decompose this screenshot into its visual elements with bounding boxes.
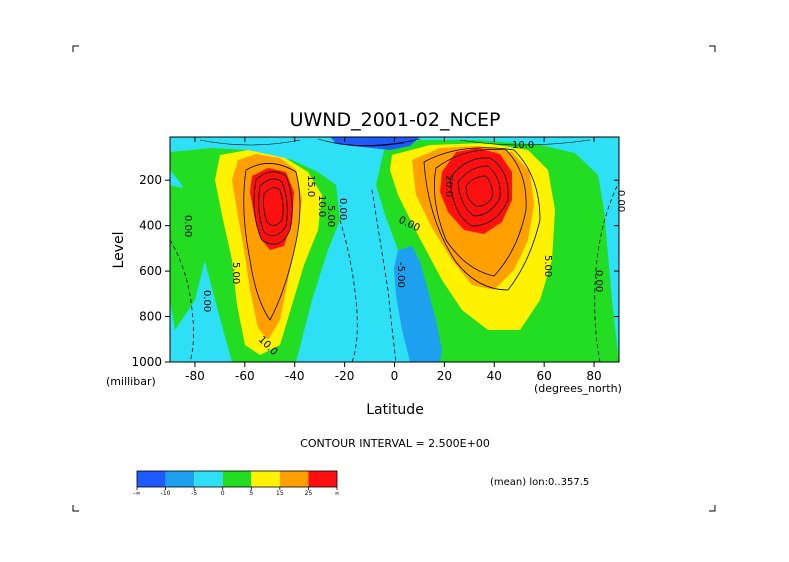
x-axis-label: Latitude <box>366 402 424 418</box>
contour-label-k: 5.00 <box>542 255 553 277</box>
colorbar-bin <box>308 471 337 487</box>
x-tick-label: 60 <box>537 369 552 383</box>
contour-label-h: -5.00 <box>395 262 406 288</box>
x-axis: -80 -60 -40 -20 0 20 40 60 80 <box>185 137 602 383</box>
contour-fill-neg5-10-equator <box>394 246 442 362</box>
contour-label-a: 0.00 <box>182 215 193 237</box>
colorbar-bin <box>194 471 223 487</box>
colorbar-tick-label: 25 <box>305 490 313 497</box>
colorbar-bin <box>251 471 280 487</box>
y-tick-label: 600 <box>139 264 162 278</box>
y-tick-label: 1000 <box>131 355 162 369</box>
contour-label-e: 5.00 <box>325 205 336 227</box>
x-tick-label: 20 <box>437 369 452 383</box>
colorbar-tick-label: ∞ <box>335 490 340 497</box>
contour-label-c: 15.0 <box>305 175 316 197</box>
colorbar-tick-label: 15 <box>276 490 284 497</box>
colorbar-tick-label: 0 <box>221 490 225 497</box>
chart-title: UWND_2001-02_NCEP <box>290 109 501 131</box>
x-tick-label: -60 <box>235 369 255 383</box>
x-tick-label: 80 <box>586 369 601 383</box>
x-tick-label: -80 <box>185 369 205 383</box>
colorbar-tick-label: -∞ <box>133 490 140 497</box>
plot-area <box>170 137 619 362</box>
y-axis: 200 400 600 800 1000 <box>131 173 619 369</box>
contour-label-i: 20.0 <box>443 175 454 197</box>
y-axis-label: Level <box>111 232 127 269</box>
top-contour-hatch <box>199 138 591 147</box>
contour-label-j: 10.0 <box>512 140 534 151</box>
x-tick-label: -20 <box>335 369 355 383</box>
contour-label-l: 0.00 <box>593 270 604 292</box>
contour-label-m: 0.00 <box>615 190 626 212</box>
colorbar-bin <box>137 471 166 487</box>
contour-lines-positive <box>243 147 541 321</box>
x-axis-unit: (degrees_north) <box>534 382 622 395</box>
contour-fill-gt25-south-jet <box>250 168 294 250</box>
y-tick-label: 400 <box>139 219 162 233</box>
x-tick-label: -40 <box>285 369 305 383</box>
contour-label-d: 10.0 <box>316 195 327 217</box>
x-tick-label: 40 <box>487 369 502 383</box>
contour-fill-gt25-north-jet <box>440 148 512 234</box>
contour-interval-text: CONTOUR INTERVAL = 2.500E+00 <box>300 437 490 450</box>
y-axis-unit: (millibar) <box>106 375 156 388</box>
x-tick-label: 0 <box>391 369 399 383</box>
contour-label-b: 5.00 <box>230 262 241 284</box>
crop-marks <box>72 45 716 512</box>
colorbar-bin <box>222 471 252 487</box>
colorbar-tick-label: -10 <box>161 490 171 497</box>
contour-label-n: 0.00 <box>201 290 212 312</box>
colorbar-tick-label: 5 <box>249 490 253 497</box>
y-tick-label: 800 <box>139 310 162 324</box>
colorbar: -∞ -10 -5 0 5 15 25 ∞ <box>133 470 340 497</box>
contour-lines-negative <box>170 181 619 362</box>
colorbar-frame <box>136 470 338 488</box>
colorbar-bin <box>279 471 309 487</box>
y-tick-label: 200 <box>139 173 162 187</box>
contour-label-f: 0.00 <box>337 198 348 220</box>
colorbar-bin <box>165 471 195 487</box>
colorbar-tick-label: -5 <box>191 490 197 497</box>
contour-fill-top-band <box>330 137 420 150</box>
mean-lon-note: (mean) lon:0..357.5 <box>490 477 589 488</box>
contour-fill-0-5-south-pole <box>170 185 205 330</box>
